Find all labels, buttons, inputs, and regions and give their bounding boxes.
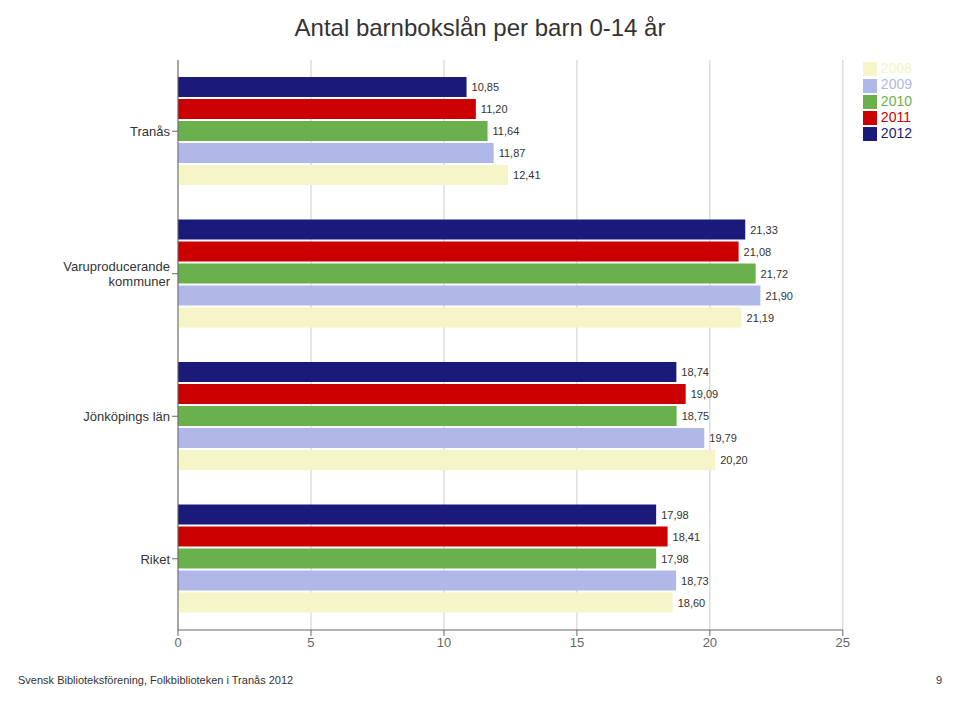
svg-text:20: 20	[703, 635, 717, 650]
svg-text:11,64: 11,64	[493, 125, 520, 137]
svg-text:19,79: 19,79	[709, 432, 737, 444]
svg-text:19,09: 19,09	[691, 388, 719, 400]
html-text:2011: 2011	[880, 108, 911, 125]
svg-text:21,08: 21,08	[744, 246, 772, 258]
svg-text:18,73: 18,73	[681, 575, 709, 587]
svg-text:21,90: 21,90	[765, 290, 793, 302]
svg-text:15: 15	[570, 635, 584, 650]
svg-text:21,72: 21,72	[761, 268, 789, 280]
svg-text:10: 10	[437, 635, 451, 650]
html-text:2012: 2012	[880, 125, 912, 142]
svg-text:17,98: 17,98	[661, 509, 689, 521]
svg-text:0: 0	[174, 635, 181, 650]
svg-text:21,33: 21,33	[750, 224, 778, 236]
svg-text:18,74: 18,74	[681, 366, 709, 378]
html-text:2010: 2010	[880, 92, 912, 109]
html-text:2009: 2009	[880, 76, 912, 93]
svg-text:Tranås: Tranås	[130, 124, 170, 139]
svg-text:5: 5	[307, 635, 314, 650]
svg-text:25: 25	[836, 635, 850, 650]
svg-text:11,87: 11,87	[499, 147, 526, 159]
svg-text:10,85: 10,85	[472, 81, 500, 93]
svg-text:Riket: Riket	[140, 551, 170, 566]
svg-text:12,41: 12,41	[513, 169, 541, 181]
svg-text:21,19: 21,19	[747, 312, 775, 324]
svg-text:20,20: 20,20	[720, 454, 748, 466]
svg-text:Jönköpings län: Jönköpings län	[83, 409, 170, 424]
svg-text:11,20: 11,20	[481, 103, 508, 115]
svg-text:Varuproducerandekommuner: Varuproducerandekommuner	[63, 259, 170, 289]
html-text:Antal barnbokslån per barn 0-1: Antal barnbokslån per barn 0-14 år	[294, 14, 666, 41]
html-text:Svensk Biblioteksförening, Fol: Svensk Biblioteksförening, Folkbibliotek…	[18, 674, 294, 686]
svg-text:18,41: 18,41	[673, 531, 701, 543]
html-text:9: 9	[935, 674, 942, 686]
html-text:2008: 2008	[880, 60, 912, 76]
svg-text:18,60: 18,60	[678, 597, 706, 609]
svg-text:18,75: 18,75	[682, 410, 710, 422]
svg-text:17,98: 17,98	[661, 553, 689, 565]
